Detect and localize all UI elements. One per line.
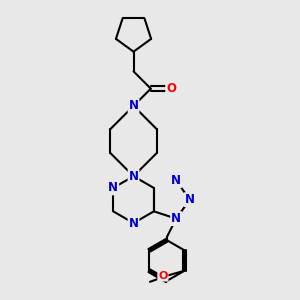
Text: N: N bbox=[128, 170, 139, 183]
Text: N: N bbox=[108, 182, 118, 194]
Text: N: N bbox=[185, 193, 195, 206]
Text: N: N bbox=[128, 99, 139, 112]
Text: N: N bbox=[171, 212, 181, 225]
Text: N: N bbox=[171, 174, 181, 187]
Text: O: O bbox=[158, 271, 168, 281]
Text: N: N bbox=[128, 217, 139, 230]
Text: O: O bbox=[166, 82, 176, 95]
